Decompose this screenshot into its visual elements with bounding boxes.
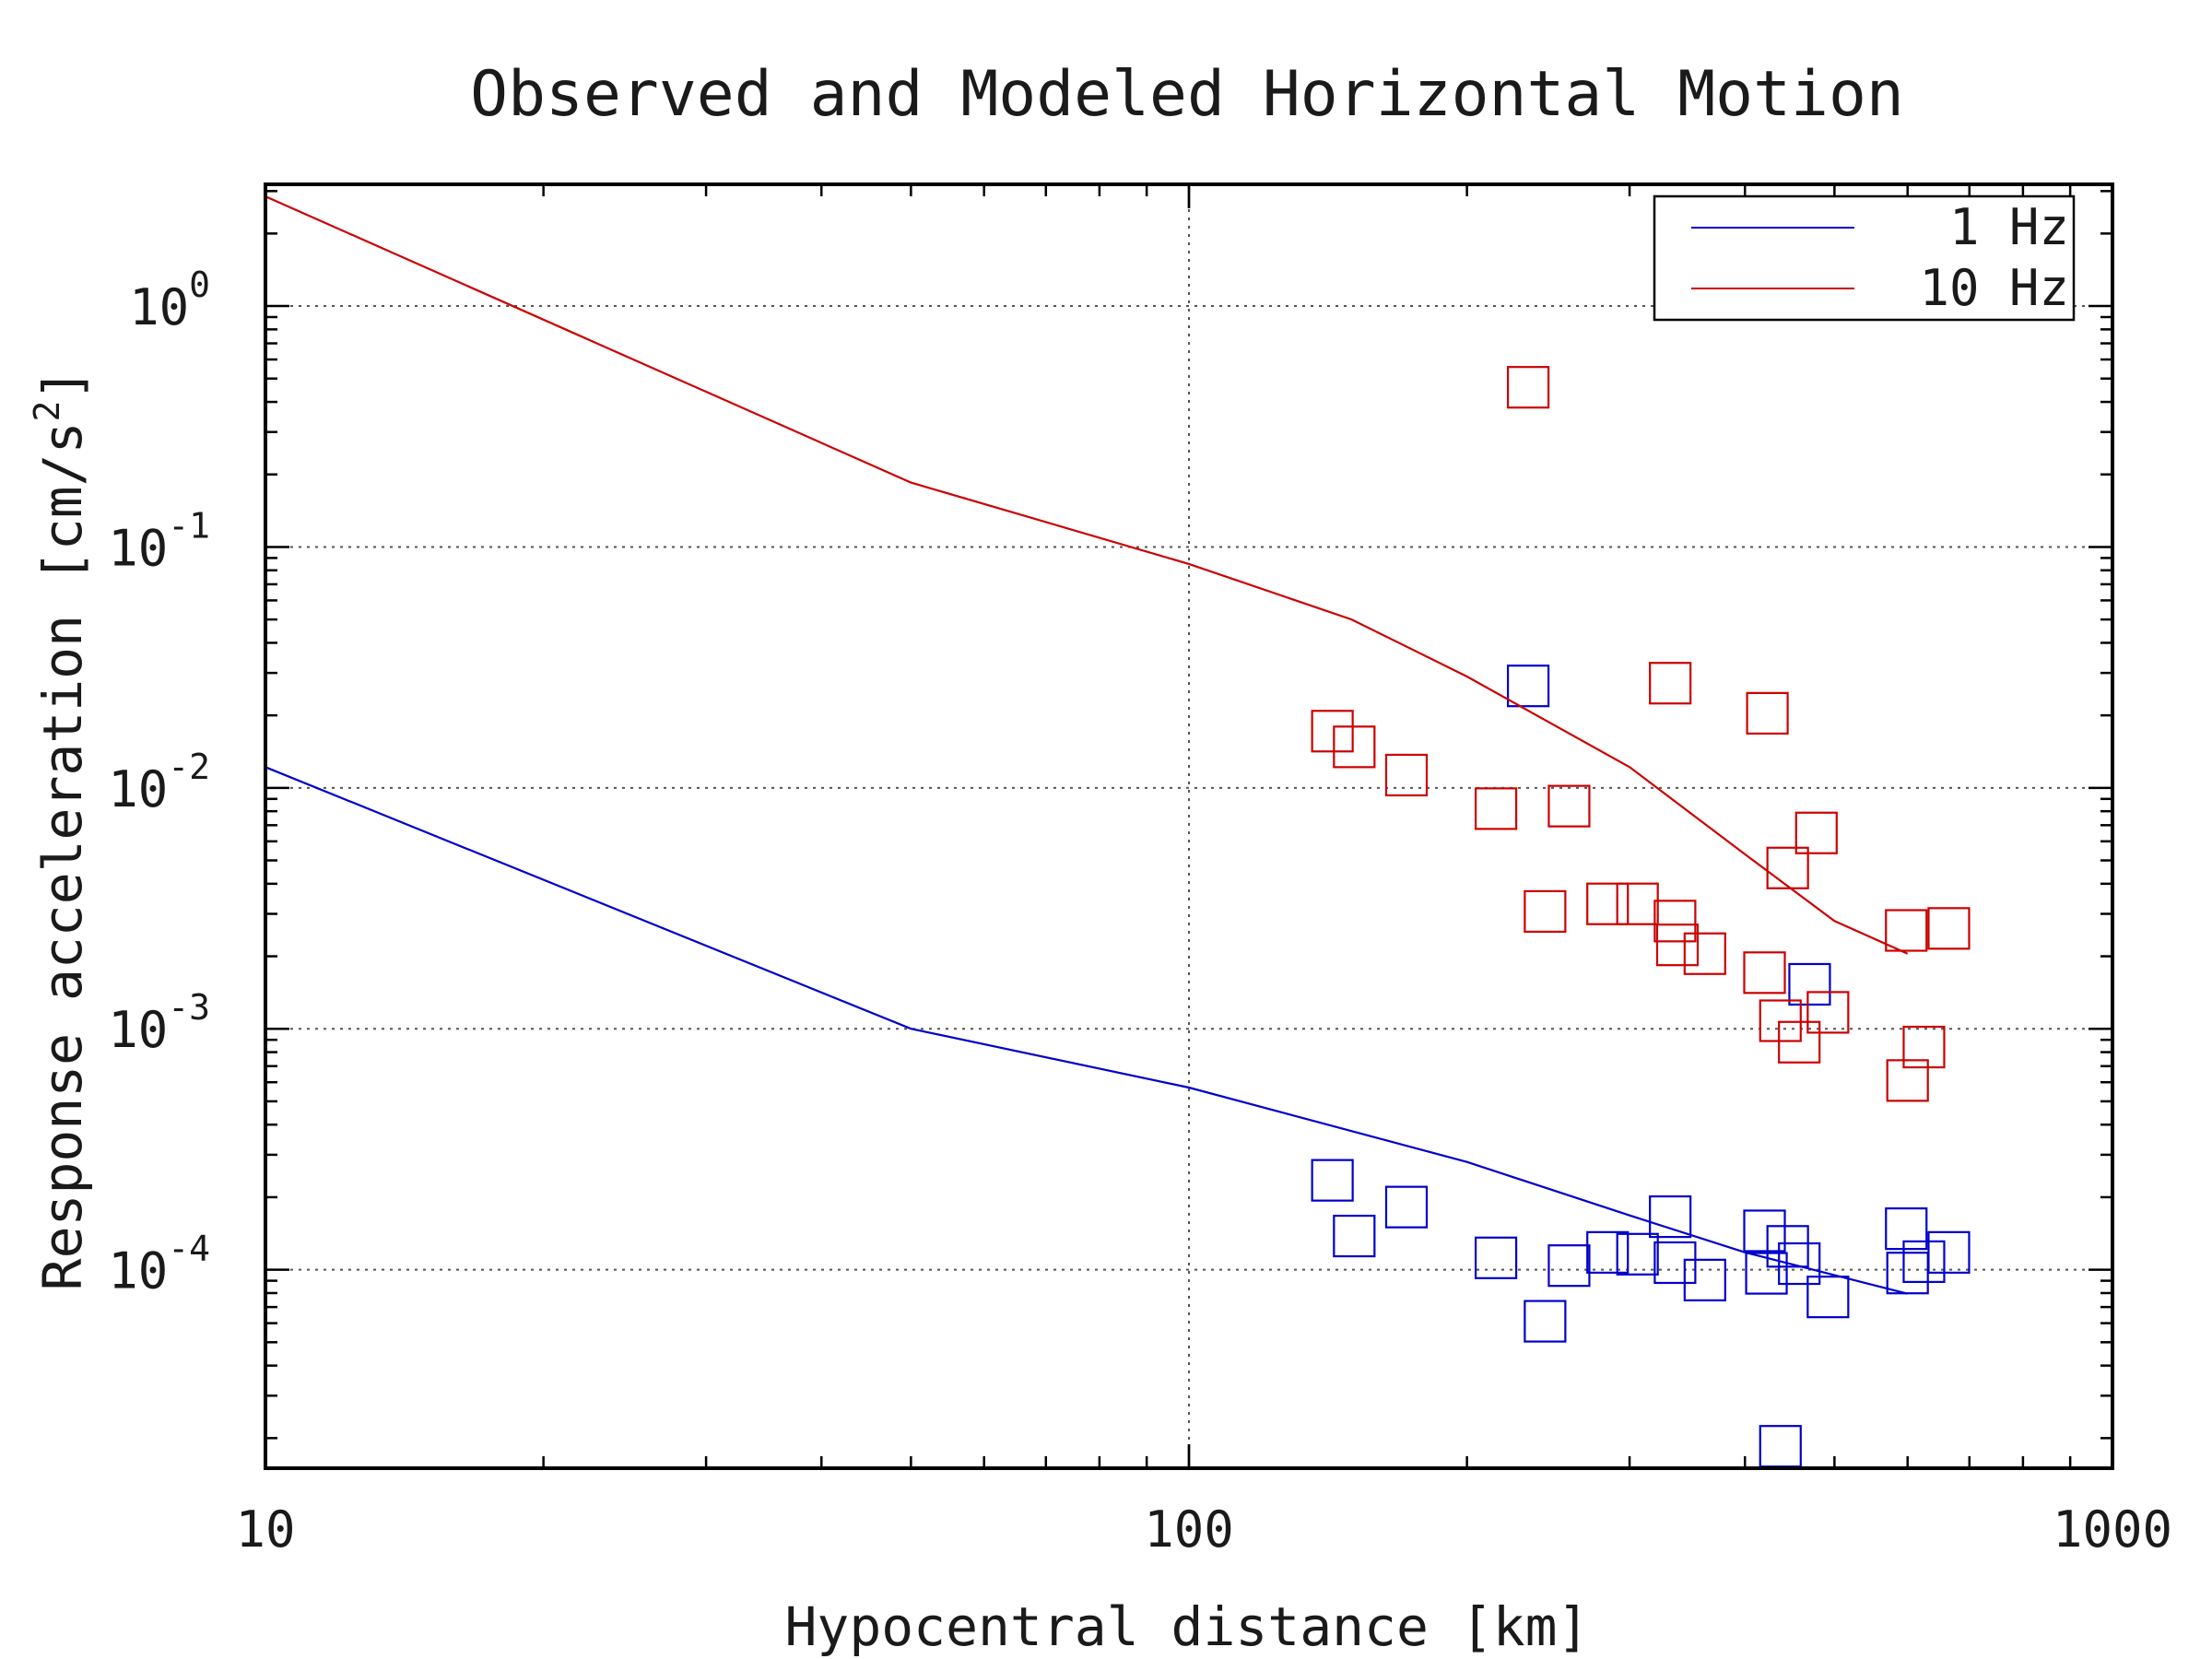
x-tick-label: 10 <box>235 1500 295 1559</box>
y-tick-label: 10-4 <box>108 1229 210 1300</box>
observed-point-1hz <box>1506 665 1550 708</box>
observed-point-1hz <box>1927 1230 1971 1274</box>
observed-point-10hz <box>1384 753 1429 797</box>
observed-point-1hz <box>1384 1185 1429 1229</box>
y-tick-label: 10-3 <box>108 987 210 1059</box>
series-layer <box>265 195 1971 1468</box>
observed-point-10hz <box>1759 999 1802 1042</box>
plot-frame <box>264 182 2114 1470</box>
y-tick-label-exponent: -1 <box>168 505 210 546</box>
observed-point-10hz <box>1794 811 1838 854</box>
y-axis-label-suffix: ] <box>31 369 94 401</box>
observed-point-10hz <box>1766 846 1809 889</box>
observed-point-10hz <box>1743 951 1786 994</box>
observed-point-1hz <box>1743 1209 1786 1253</box>
observed-point-10hz <box>1902 1025 1946 1069</box>
tick-marks <box>264 184 2114 1468</box>
y-tick-label-exponent: -3 <box>168 987 210 1028</box>
y-tick-label: 10-1 <box>108 505 210 577</box>
chart-title: Observed and Modeled Horizontal Motion <box>470 58 1904 131</box>
observed-point-10hz <box>1616 882 1659 925</box>
observed-point-10hz <box>1649 662 1692 705</box>
observed-point-10hz <box>1506 366 1550 409</box>
model-line-1hz <box>265 766 1908 1295</box>
observed-point-1hz <box>1475 1236 1518 1279</box>
observed-point-1hz <box>1902 1240 1946 1283</box>
observed-point-10hz <box>1746 691 1789 735</box>
y-tick-label: 10-2 <box>108 747 210 818</box>
observed-point-10hz <box>1547 784 1591 828</box>
observed-point-10hz <box>1806 991 1850 1034</box>
observed-point-10hz <box>1683 932 1726 975</box>
model-line-10hz <box>265 195 1909 955</box>
observed-point-1hz <box>1649 1194 1692 1239</box>
x-tick-label: 100 <box>1144 1500 1234 1559</box>
observed-point-1hz <box>1806 1276 1850 1319</box>
legend: 1 Hz 10 Hz <box>1653 194 2076 322</box>
y-tick-label-exponent: 0 <box>189 265 210 305</box>
observed-point-10hz <box>1586 882 1630 925</box>
y-axis-label-exponent: 2 <box>27 401 67 422</box>
observed-point-10hz <box>1311 710 1354 753</box>
observed-point-10hz <box>1653 900 1697 943</box>
observed-point-10hz <box>1927 907 1971 950</box>
observed-point-1hz <box>1885 1207 1928 1251</box>
observed-point-1hz <box>1778 1241 1821 1286</box>
y-tick-label-exponent: -4 <box>168 1229 210 1269</box>
observed-point-1hz <box>1616 1232 1659 1276</box>
y-tick-label-exponent: -2 <box>168 747 210 787</box>
observed-point-10hz <box>1885 909 1928 952</box>
observed-point-1hz <box>1547 1244 1591 1288</box>
y-axis-label-main: Response acceleration [cm/s <box>31 422 94 1291</box>
y-tick-label-base: 10 <box>108 1001 168 1059</box>
observed-point-1hz <box>1788 962 1831 1006</box>
observed-point-10hz <box>1333 725 1376 769</box>
y-tick-label: 100 <box>129 265 210 336</box>
observed-point-10hz <box>1778 1020 1821 1064</box>
observed-point-1hz <box>1524 1300 1567 1343</box>
y-tick-label-base: 10 <box>129 278 189 336</box>
observed-point-1hz <box>1586 1230 1630 1274</box>
observed-point-1hz <box>1683 1258 1726 1301</box>
y-axis-label: Response acceleration [cm/s2] <box>27 369 94 1291</box>
observed-point-10hz <box>1655 924 1700 967</box>
x-axis-label: Hypocentral distance [km] <box>785 1595 1590 1658</box>
grid-lines <box>265 184 2112 1468</box>
legend-label-10hz: 10 Hz <box>1919 259 2069 317</box>
x-tick-label: 1000 <box>2053 1500 2172 1559</box>
y-tick-label-base: 10 <box>108 1242 168 1300</box>
observed-point-10hz <box>1475 787 1518 830</box>
observed-point-1hz <box>1766 1225 1809 1268</box>
y-tick-label-base: 10 <box>108 519 168 577</box>
observed-point-1hz <box>1653 1241 1697 1285</box>
y-tick-label-base: 10 <box>108 760 168 818</box>
observed-point-1hz <box>1333 1214 1376 1258</box>
observed-point-10hz <box>1524 889 1567 933</box>
observed-point-1hz <box>1311 1159 1354 1202</box>
legend-box <box>1653 194 2076 322</box>
observed-point-10hz <box>1886 1059 1929 1102</box>
legend-label-1hz: 1 Hz <box>1949 198 2069 256</box>
